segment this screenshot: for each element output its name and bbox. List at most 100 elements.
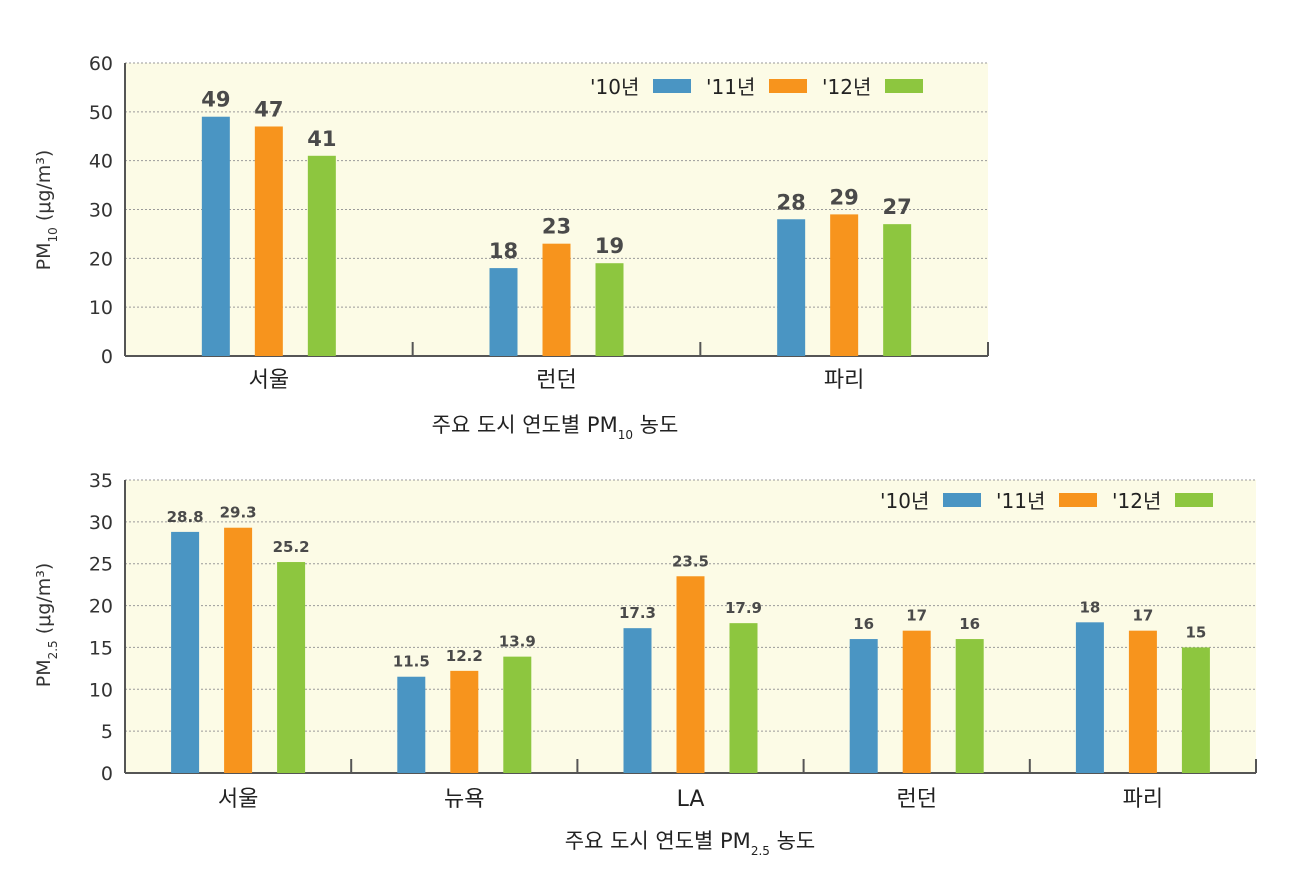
x-category-label: 서울 bbox=[249, 368, 289, 393]
y-axis-label-subscript: 2.5 bbox=[46, 640, 60, 659]
bar bbox=[676, 576, 705, 773]
y-tick-label: 10 bbox=[89, 679, 113, 701]
bar bbox=[1075, 622, 1104, 773]
legend-swatch bbox=[653, 79, 691, 93]
y-axis-label-subscript: 10 bbox=[46, 227, 60, 242]
data-label: 27 bbox=[883, 195, 912, 219]
bar bbox=[777, 219, 806, 356]
y-tick-label: 15 bbox=[89, 637, 113, 659]
chart-title-rest: 농도 bbox=[770, 829, 815, 853]
bar bbox=[595, 263, 624, 356]
data-label: 18 bbox=[489, 239, 518, 263]
y-tick-label: 20 bbox=[89, 248, 113, 270]
legend-swatch bbox=[943, 493, 981, 507]
bar bbox=[1181, 647, 1210, 773]
y-axis-label: PM2.5 (μg/m³) bbox=[33, 563, 60, 688]
legend-label: '11년 bbox=[996, 489, 1045, 513]
bar bbox=[623, 628, 652, 773]
bar bbox=[224, 527, 253, 773]
bar bbox=[883, 224, 912, 356]
bar bbox=[489, 268, 518, 356]
bar bbox=[277, 562, 306, 773]
legend-label: '11년 bbox=[706, 75, 755, 99]
data-label: 15 bbox=[1185, 623, 1206, 641]
pm10-chart: 0 10 20 30 40 50 60 49 47 41 서울 18 23 19 런던 28 29 27 파리 '10… bbox=[33, 53, 989, 442]
data-label: 29.3 bbox=[220, 504, 257, 522]
bar bbox=[830, 214, 859, 356]
y-tick-label: 5 bbox=[101, 721, 113, 743]
data-label: 17 bbox=[906, 607, 927, 625]
bar bbox=[729, 623, 758, 773]
x-category-label: 파리 bbox=[824, 368, 864, 393]
bar bbox=[397, 676, 426, 773]
bar bbox=[542, 243, 571, 356]
y-tick-label: 30 bbox=[89, 512, 113, 534]
y-tick-label: 50 bbox=[89, 102, 113, 124]
legend-label: '12년 bbox=[822, 75, 871, 99]
bar bbox=[1128, 630, 1157, 773]
legend-label: '10년 bbox=[590, 75, 639, 99]
y-tick-label: 30 bbox=[89, 200, 113, 222]
data-label: 47 bbox=[254, 97, 283, 121]
bar bbox=[955, 639, 984, 773]
y-axis-label-rest: (μg/m³) bbox=[33, 150, 55, 228]
x-category-label: 서울 bbox=[218, 787, 258, 812]
data-label: 49 bbox=[201, 88, 230, 112]
data-label: 11.5 bbox=[393, 653, 430, 671]
chart-title-rest: 농도 bbox=[633, 413, 678, 437]
data-label: 28 bbox=[777, 190, 806, 214]
y-tick-label: 35 bbox=[89, 470, 113, 492]
data-label: 12.2 bbox=[446, 647, 483, 665]
bar bbox=[254, 126, 283, 356]
data-label: 25.2 bbox=[273, 538, 310, 556]
y-axis-label: PM10 (μg/m³) bbox=[33, 150, 60, 271]
y-axis-label-main: PM bbox=[33, 242, 55, 270]
legend-swatch bbox=[769, 79, 807, 93]
legend-label: '12년 bbox=[1112, 489, 1161, 513]
bar bbox=[849, 639, 878, 773]
chart-title-main: 주요 도시 연도별 PM bbox=[432, 413, 618, 437]
y-tick-label: 40 bbox=[89, 151, 113, 173]
bar bbox=[307, 155, 336, 356]
data-label: 19 bbox=[595, 234, 624, 258]
bar bbox=[201, 116, 230, 356]
chart-title-subscript: 10 bbox=[618, 428, 633, 442]
data-label: 16 bbox=[959, 615, 980, 633]
y-axis-label-main: PM bbox=[33, 659, 55, 687]
bar bbox=[902, 630, 931, 773]
y-tick-label: 25 bbox=[89, 554, 113, 576]
chart-title: 주요 도시 연도별 PM2.5 농도 bbox=[565, 829, 815, 858]
data-label: 13.9 bbox=[499, 633, 536, 651]
data-label: 18 bbox=[1079, 598, 1100, 616]
y-tick-label: 20 bbox=[89, 596, 113, 618]
chart-title-main: 주요 도시 연도별 PM bbox=[565, 829, 751, 853]
y-axis-label-rest: (μg/m³) bbox=[33, 563, 55, 641]
y-tick-label: 0 bbox=[101, 346, 113, 368]
x-category-label: 뉴욕 bbox=[444, 787, 484, 812]
x-category-label: LA bbox=[677, 787, 705, 812]
data-label: 16 bbox=[853, 615, 874, 633]
x-category-label: 런던 bbox=[536, 368, 576, 393]
y-tick-label: 0 bbox=[101, 763, 113, 785]
data-label: 23 bbox=[542, 215, 571, 239]
bar bbox=[171, 531, 200, 773]
bar bbox=[450, 670, 479, 773]
x-category-label: 런던 bbox=[896, 787, 936, 812]
y-tick-label: 10 bbox=[89, 297, 113, 319]
data-label: 17.9 bbox=[725, 599, 762, 617]
chart-title-subscript: 2.5 bbox=[751, 844, 770, 858]
legend-swatch bbox=[1175, 493, 1213, 507]
data-label: 29 bbox=[830, 185, 859, 209]
data-label: 28.8 bbox=[167, 508, 204, 526]
data-label: 23.5 bbox=[672, 552, 709, 570]
legend-label: '10년 bbox=[880, 489, 929, 513]
data-label: 17 bbox=[1132, 607, 1153, 625]
pm25-chart: 0 5 10 15 20 25 30 35 28.8 29.3 25.2 서울 11.5 12.2 13.9… bbox=[33, 470, 1257, 858]
y-tick-label: 60 bbox=[89, 53, 113, 75]
data-label: 41 bbox=[307, 127, 336, 151]
legend-swatch bbox=[885, 79, 923, 93]
data-label: 17.3 bbox=[619, 604, 656, 622]
legend-swatch bbox=[1059, 493, 1097, 507]
x-category-label: 파리 bbox=[1123, 787, 1163, 812]
